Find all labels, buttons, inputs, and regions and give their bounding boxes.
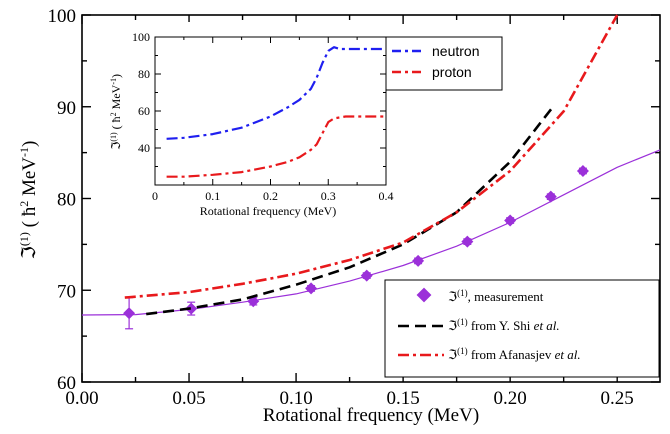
main-y-title-hbar: ħ bbox=[19, 206, 40, 216]
inset-y-tick-label: 40 bbox=[138, 141, 150, 155]
main-x-axis-title: Rotational frequency (MeV) bbox=[263, 405, 479, 426]
inset-legend: neutron proton bbox=[385, 36, 503, 91]
main-x-tick-label: 0.10 bbox=[279, 388, 312, 409]
main-y-title-close: ) bbox=[19, 141, 40, 147]
legend-measurement-sup: (1) bbox=[457, 288, 468, 298]
inset-y-title-hbar: ħ bbox=[109, 116, 123, 122]
inset-y-title-sup3: -1 bbox=[109, 78, 118, 85]
legend-shi-text: from Y. Shi bbox=[468, 318, 534, 333]
data-point-measurement bbox=[576, 164, 589, 177]
main-y-tick-label: 70 bbox=[57, 281, 76, 302]
inset-y-title-mev: MeV bbox=[109, 84, 123, 112]
inset-legend-label-proton: proton bbox=[432, 64, 472, 80]
data-point-measurement bbox=[305, 282, 318, 295]
legend-label-measurement: ℑ(1), measurement bbox=[448, 288, 544, 304]
main-y-axis-title: ℑ(1) ( ħ2 MeV-1) bbox=[17, 141, 40, 260]
main-y-tick-label: 60 bbox=[57, 373, 76, 394]
legend-afanasjev-italic: et al. bbox=[555, 347, 581, 362]
inset-series-neutron bbox=[166, 46, 386, 140]
inset-y-axis-title: ℑ(1) ( ħ2 MeV-1) bbox=[109, 74, 124, 150]
inset-x-axis-title: Rotational frequency (MeV) bbox=[200, 204, 337, 218]
inset-y-title-sup2: 2 bbox=[109, 112, 118, 116]
inset-legend-label-neutron: neutron bbox=[432, 43, 479, 59]
legend-shi-symbol: ℑ bbox=[448, 318, 457, 333]
main-legend: ℑ(1), measurement ℑ(1) from Y. Shi et al… bbox=[384, 279, 660, 378]
inset-y-tick-label: 80 bbox=[138, 67, 150, 81]
main-legend-box bbox=[384, 279, 660, 378]
main-y-tick-label: 90 bbox=[57, 98, 76, 119]
inset-legend-box bbox=[385, 36, 503, 91]
legend-measurement-text: , measurement bbox=[468, 289, 544, 304]
inset-x-tick-label: 0.2 bbox=[263, 189, 278, 203]
main-x-tick-label: 0.25 bbox=[601, 388, 634, 409]
inset-y-tick-label: 100 bbox=[132, 30, 150, 44]
legend-label-afanasjev: ℑ(1) from Afanasjev et al. bbox=[448, 346, 581, 362]
main-y-title-open: ( bbox=[19, 216, 40, 232]
inset-x-tick-label: 0 bbox=[152, 189, 158, 203]
inset-x-ticks: 0 0.1 0.2 0.3 0.4 bbox=[152, 37, 394, 203]
inset-y-ticks: 40 60 80 100 bbox=[132, 30, 386, 186]
main-x-tick-label: 0.20 bbox=[494, 388, 527, 409]
legend-afanasjev-sup: (1) bbox=[457, 346, 468, 356]
inset-y-title-open: ( bbox=[109, 122, 123, 132]
main-x-ticks: 0.00 0.05 0.10 0.15 0.20 0.25 bbox=[65, 15, 634, 409]
main-series-1-from-afanasjev-et-al bbox=[124, 14, 619, 299]
inset-x-tick-label: 0.1 bbox=[205, 189, 220, 203]
main-series bbox=[81, 14, 661, 330]
legend-shi-sup: (1) bbox=[457, 317, 468, 327]
inset-y-title-close: ) bbox=[109, 74, 123, 78]
main-y-title-sup1: (1) bbox=[17, 232, 31, 246]
data-point-measurement bbox=[123, 307, 136, 320]
legend-afanasjev-text: from Afanasjev bbox=[468, 347, 555, 362]
inset-x-tick-label: 0.3 bbox=[321, 189, 336, 203]
inset-y-title-sup1: (1) bbox=[109, 132, 118, 142]
main-y-tick-label: 100 bbox=[48, 6, 77, 27]
main-y-title-symbol: ℑ bbox=[19, 246, 40, 259]
inset-y-title-symbol: ℑ bbox=[109, 142, 123, 150]
main-y-title-sup2: 2 bbox=[17, 201, 31, 207]
data-point-measurement bbox=[412, 254, 425, 267]
inset-plot: 0 0.1 0.2 0.3 0.4 40 60 80 100 Rotational frequ… bbox=[108, 22, 394, 222]
main-y-title-sup3: -1 bbox=[17, 147, 31, 157]
inset-series-proton bbox=[166, 115, 386, 178]
main-y-tick-label: 80 bbox=[57, 190, 76, 211]
inset-panel-background bbox=[108, 22, 386, 222]
main-x-tick-label: 0.05 bbox=[172, 388, 205, 409]
main-x-tick-label: 0.00 bbox=[65, 388, 98, 409]
inset-series bbox=[166, 46, 386, 178]
legend-measurement-symbol: ℑ bbox=[448, 289, 457, 304]
legend-shi-italic: et al. bbox=[534, 318, 560, 333]
legend-afanasjev-symbol: ℑ bbox=[448, 347, 457, 362]
main-series-1-from-y-shi-et-al bbox=[146, 106, 555, 316]
legend-label-shi: ℑ(1) from Y. Shi et al. bbox=[448, 317, 560, 333]
main-x-tick-label: 0.15 bbox=[386, 388, 419, 409]
inset-x-tick-label: 0.4 bbox=[379, 189, 394, 203]
main-y-title-mev: MeV bbox=[19, 157, 40, 201]
inset-y-tick-label: 60 bbox=[138, 104, 150, 118]
